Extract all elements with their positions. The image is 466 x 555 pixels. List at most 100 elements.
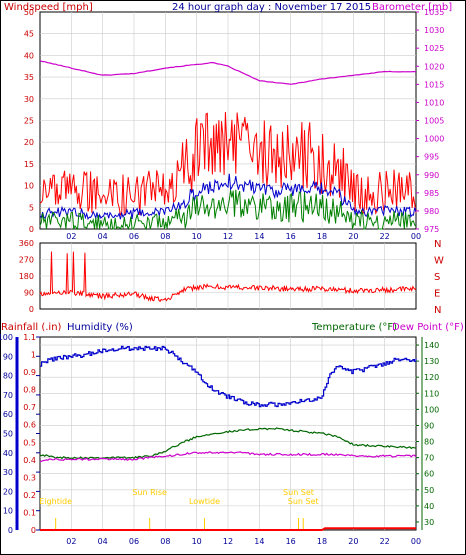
rainfall-axis-title: Rainfall (.in) (1, 322, 62, 333)
hour-tick-label: 10 (192, 537, 202, 546)
rainfall-tick-label: 0.4 (23, 456, 36, 465)
rainfall-tick-label: 0.2 (23, 491, 36, 500)
humidity-tick-label: 60 (3, 410, 13, 419)
rainfall-tick-label: 0.5 (23, 438, 36, 447)
hour-tick-label: 06 (129, 537, 139, 546)
hour-tick-label: 20 (348, 232, 358, 241)
barometer-tick-label: 1005 (424, 117, 444, 126)
hour-tick-label: 06 (129, 232, 139, 241)
event-label: Lowtide (189, 497, 220, 506)
temperature-tick-label: 100 (424, 405, 439, 414)
windspeed-tick-label: 10 (24, 182, 34, 191)
hour-tick-label: 08 (160, 537, 170, 546)
hour-tick-label: 02 (66, 232, 76, 241)
humidity-axis-title: Humidity (%) (67, 322, 133, 333)
temperature-tick-label: 110 (424, 389, 439, 398)
series-line-gust (39, 111, 417, 216)
humidity-tick-label: 100 (0, 333, 13, 342)
humidity-tick-label: 80 (3, 372, 13, 381)
barometer-tick-label: 1025 (424, 44, 444, 53)
rainfall-tick-label: 0.6 (23, 421, 36, 430)
hour-tick-label: 02 (66, 537, 76, 546)
series-line-speed (39, 189, 417, 231)
direction-tick-label: 270 (19, 256, 34, 265)
titles-layer: Windspeed [mph] 24 hour graph day : Nove… (1, 2, 464, 333)
windspeed-tick-label: 40 (24, 51, 34, 60)
compass-label: E (434, 289, 440, 300)
windspeed-tick-label: 0 (29, 225, 34, 234)
hour-tick-label: 22 (380, 537, 390, 546)
barometer-tick-label: 1035 (424, 8, 444, 17)
barometer-tick-label: 1030 (424, 26, 444, 35)
hour-tick-label: 04 (98, 232, 108, 241)
temperature-axis-title: Temperature (°F) (311, 322, 397, 333)
event-label: Sun Rise (132, 488, 167, 497)
temperature-tick-label: 30 (424, 518, 434, 527)
compass-label: N (434, 305, 441, 316)
windspeed-axis-title: Windspeed [mph] (4, 2, 93, 13)
barometer-tick-label: 1000 (424, 135, 444, 144)
series-line-dewpoint (39, 451, 417, 463)
temperature-tick-label: 130 (424, 357, 439, 366)
windspeed-tick-label: 25 (24, 117, 34, 126)
rainfall-tick-label: 1.1 (23, 333, 36, 342)
barometer-tick-label: 980 (424, 207, 439, 216)
grid-layer (40, 12, 416, 530)
windspeed-tick-label: 15 (24, 160, 34, 169)
rainfall-tick-label: 0.8 (23, 386, 36, 395)
rainfall-tick-label: 1 (31, 351, 36, 360)
barometer-tick-label: 975 (424, 225, 439, 234)
humidity-tick-label: 40 (3, 449, 13, 458)
ticks-layer: 0510152025303540455097598098599099510001… (0, 8, 444, 546)
hour-tick-label: 12 (223, 232, 233, 241)
event-label: Sun Set (288, 497, 319, 506)
compass-label: W (434, 256, 444, 267)
rainfall-tick-label: 0.1 (23, 508, 36, 517)
series-line-humidity (40, 345, 417, 408)
windspeed-tick-label: 45 (24, 30, 34, 39)
barometer-tick-label: 995 (424, 153, 439, 162)
humidity-tick-label: 70 (3, 391, 13, 400)
barometer-axis-title: Barometer [mb] (372, 2, 452, 13)
rainfall-tick-label: 0.3 (23, 473, 36, 482)
rainfall-tick-label: 0.7 (23, 403, 36, 412)
humidity-tick-label: 20 (3, 487, 13, 496)
rainfall-tick-label: 0 (31, 526, 36, 535)
series-line-direction (39, 251, 417, 303)
series-line-rain (40, 527, 416, 531)
hour-tick-label: 16 (286, 537, 296, 546)
hour-tick-label: 10 (192, 232, 202, 241)
barometer-tick-label: 1010 (424, 98, 444, 107)
barometer-tick-label: 1015 (424, 80, 444, 89)
temperature-tick-label: 90 (424, 421, 434, 430)
hour-tick-label: 22 (380, 232, 390, 241)
chart-title: 24 hour graph day : November 17 2015 (172, 2, 371, 13)
humidity-tick-label: 90 (3, 352, 13, 361)
dewpoint-axis-title: Dew Point (°F) (392, 322, 464, 333)
temperature-tick-label: 50 (424, 486, 434, 495)
hour-tick-label: 04 (98, 537, 108, 546)
hour-tick-label: 16 (286, 232, 296, 241)
compass-label: N (434, 239, 441, 250)
hour-tick-label: 14 (254, 232, 264, 241)
rainfall-tick-label: 0.9 (23, 368, 36, 377)
series-line-baro (39, 60, 417, 85)
humidity-tick-label: 0 (8, 526, 13, 535)
windspeed-tick-label: 35 (24, 73, 34, 82)
direction-tick-label: 360 (19, 239, 34, 248)
barometer-tick-label: 990 (424, 171, 439, 180)
hour-tick-label: 14 (254, 537, 264, 546)
humidity-tick-label: 50 (3, 430, 13, 439)
hour-tick-label: 12 (223, 537, 233, 546)
windspeed-tick-label: 5 (29, 203, 34, 212)
temperature-tick-label: 70 (424, 454, 434, 463)
temperature-tick-label: 40 (424, 502, 434, 511)
hour-tick-label: 18 (317, 537, 327, 546)
hour-tick-label: 00 (411, 232, 421, 241)
direction-tick-label: 0 (29, 305, 34, 314)
barometer-tick-label: 1020 (424, 62, 444, 71)
hour-tick-label: 08 (160, 232, 170, 241)
hour-tick-label: 18 (317, 232, 327, 241)
